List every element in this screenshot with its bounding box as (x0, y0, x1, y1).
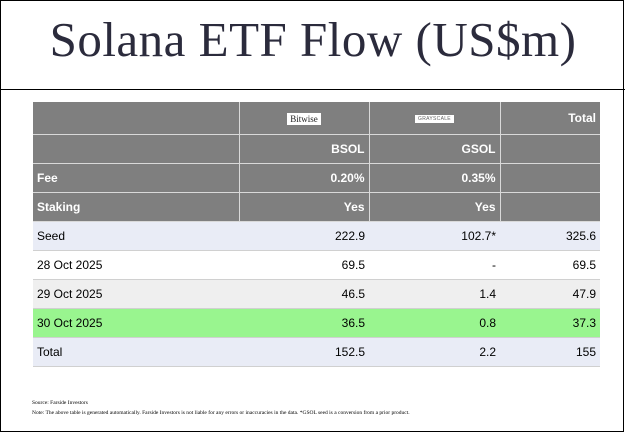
ticker-total-blank (500, 134, 600, 164)
cell-bsol: 152.5 (239, 337, 369, 367)
cell-total: 325.6 (500, 221, 600, 251)
fee-row: Fee 0.20% 0.35% (33, 163, 600, 193)
ticker-row: BSOL GSOL (33, 134, 600, 164)
fee-gsol: 0.35% (369, 163, 501, 193)
fee-bsol: 0.20% (239, 163, 370, 193)
staking-gsol: Yes (369, 192, 501, 222)
cell-gsol: - (369, 250, 500, 280)
title-area: Solana ETF Flow (US$m) (1, 1, 625, 90)
table-row: Seed 222.9 102.7* 325.6 (33, 221, 600, 251)
cell-gsol: 102.7* (369, 221, 500, 251)
cell-gsol: 1.4 (369, 279, 500, 309)
staking-bsol: Yes (239, 192, 370, 222)
cell-bsol: 46.5 (239, 279, 369, 309)
table-row: 29 Oct 2025 46.5 1.4 47.9 (33, 279, 600, 309)
row-label: Seed (33, 221, 239, 251)
header-blank-cell (33, 102, 240, 135)
bitwise-logo: Bitwise (287, 112, 321, 125)
etf-flow-table: Bitwise GRAYSCALE Total BSOL GSOL Fee 0.… (33, 102, 600, 367)
total-row: Total 152.5 2.2 155 (33, 337, 600, 367)
row-label: 29 Oct 2025 (33, 279, 239, 309)
ticker-blank-cell (33, 134, 240, 164)
fee-total-blank (500, 163, 600, 193)
disclaimer-note: Note: The above table is generated autom… (32, 410, 410, 416)
footnotes: Source: Farside Investors Note: The abov… (32, 398, 612, 418)
header-logo-row: Bitwise GRAYSCALE Total (33, 102, 600, 135)
cell-total: 47.9 (500, 279, 600, 309)
cell-gsol: 2.2 (369, 337, 500, 367)
ticker-bsol: BSOL (239, 134, 370, 164)
cell-bsol: 69.5 (239, 250, 369, 280)
row-label: Total (33, 337, 239, 367)
page-title: Solana ETF Flow (US$m) (49, 12, 577, 67)
cell-bsol: 36.5 (239, 308, 369, 338)
source-note: Source: Farside Investors (32, 400, 88, 406)
grayscale-logo-cell: GRAYSCALE (369, 102, 501, 135)
fee-label: Fee (33, 163, 240, 193)
cell-gsol: 0.8 (369, 308, 500, 338)
row-label: 28 Oct 2025 (33, 250, 239, 280)
row-label: 30 Oct 2025 (33, 308, 239, 338)
table-row: 28 Oct 2025 69.5 - 69.5 (33, 250, 600, 280)
bitwise-logo-cell: Bitwise (239, 102, 370, 135)
ticker-gsol: GSOL (369, 134, 501, 164)
staking-total-blank (500, 192, 600, 222)
table-row-highlighted: 30 Oct 2025 36.5 0.8 37.3 (33, 308, 600, 338)
cell-bsol: 222.9 (239, 221, 369, 251)
grayscale-logo: GRAYSCALE (415, 114, 454, 123)
total-header: Total (500, 102, 600, 135)
staking-label: Staking (33, 192, 240, 222)
cell-total: 37.3 (500, 308, 600, 338)
cell-total: 69.5 (500, 250, 600, 280)
cell-total: 155 (500, 337, 600, 367)
staking-row: Staking Yes Yes (33, 192, 600, 222)
